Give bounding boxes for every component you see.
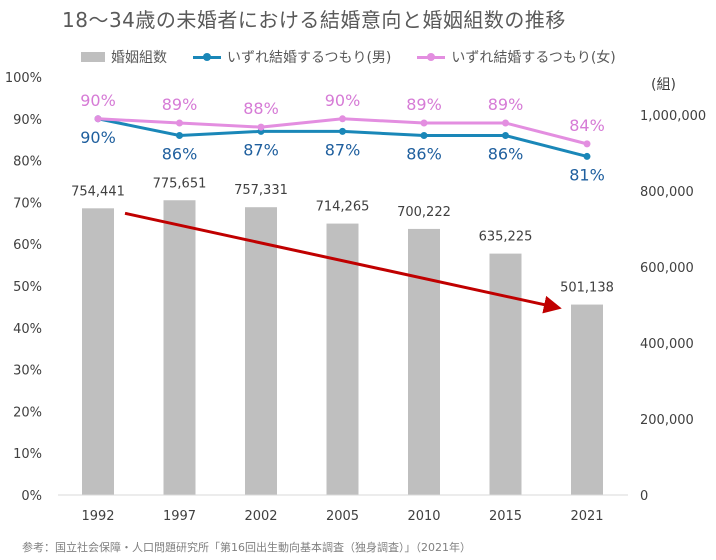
series-point-female xyxy=(420,119,428,127)
source-note: 参考：国立社会保障・人口問題研究所「第16回出生動向基本調査（独身調査）」（20… xyxy=(22,541,471,554)
x-axis-tick-2015: 2015 xyxy=(489,509,522,524)
right-axis-tick: 0 xyxy=(640,489,648,504)
x-axis-tick-2021: 2021 xyxy=(570,509,603,524)
series-label-male: 87% xyxy=(325,140,361,159)
series-label-female: 89% xyxy=(488,95,524,114)
series-point-male xyxy=(420,132,428,140)
right-axis-tick: 800,000 xyxy=(640,185,694,200)
legend-item-male: いずれ結婚するつもり(男) xyxy=(193,47,391,67)
series-point-female xyxy=(502,119,509,127)
series-label-male: 86% xyxy=(488,145,524,164)
x-axis-tick-2010: 2010 xyxy=(407,509,440,524)
left-axis-tick: 30% xyxy=(13,364,42,379)
left-axis-tick: 0% xyxy=(21,489,42,504)
legend-label-bars: 婚姻組数 xyxy=(111,50,167,66)
legend-item-bars: 婚姻組数 xyxy=(81,47,167,67)
x-axis-tick-2002: 2002 xyxy=(244,509,277,524)
left-axis-tick: 90% xyxy=(13,113,42,128)
bar-2021 xyxy=(571,304,603,495)
series-label-male: 81% xyxy=(569,165,605,184)
series-point-female xyxy=(94,115,102,123)
series-label-female: 84% xyxy=(569,116,605,135)
legend: 婚姻組数 いずれ結婚するつもり(男) いずれ結婚するつもり(女) xyxy=(81,45,642,69)
legend-swatch-female xyxy=(417,51,446,63)
series-point-male xyxy=(502,132,509,140)
right-axis-tick: 400,000 xyxy=(640,337,694,352)
bar-2005 xyxy=(326,223,359,496)
bar-label-2010: 700,222 xyxy=(397,205,451,220)
left-axis-tick: 70% xyxy=(13,196,42,211)
x-axis-tick-2005: 2005 xyxy=(326,509,359,524)
series-label-female: 90% xyxy=(80,91,116,110)
series-label-male: 86% xyxy=(406,145,442,164)
bar-label-1997: 775,651 xyxy=(153,176,207,191)
series-label-female: 89% xyxy=(162,95,198,114)
legend-label-female: いずれ結婚するつもり(女) xyxy=(451,50,616,66)
bar-label-1992: 754,441 xyxy=(71,184,125,199)
left-axis-tick: 40% xyxy=(13,322,42,337)
series-point-female xyxy=(176,119,183,127)
bar-label-2002: 757,331 xyxy=(234,183,288,198)
bar-label-2005: 714,265 xyxy=(316,200,370,215)
right-axis-tick: 600,000 xyxy=(640,261,694,276)
series-label-male: 90% xyxy=(80,128,116,147)
series-point-female xyxy=(583,140,591,148)
left-axis-tick: 10% xyxy=(13,447,42,462)
right-axis-tick: 200,000 xyxy=(640,413,694,428)
bar-1997 xyxy=(163,200,196,495)
series-label-male: 86% xyxy=(162,145,198,164)
bar-2015 xyxy=(489,253,522,495)
right-axis-tick: 1,000,000 xyxy=(640,109,706,124)
series-label-female: 90% xyxy=(325,91,361,110)
series-point-female xyxy=(257,123,265,131)
series-label-male: 87% xyxy=(243,140,279,159)
series-label-female: 88% xyxy=(243,99,279,118)
series-label-female: 89% xyxy=(406,95,442,114)
left-axis-tick: 100% xyxy=(5,71,42,86)
legend-item-female: いずれ結婚するつもり(女) xyxy=(417,47,616,67)
bar-label-2021: 501,138 xyxy=(560,281,614,296)
chart-title: 18〜34歳の未婚者における結婚意向と婚姻組数の推移 xyxy=(62,8,566,32)
series-point-male xyxy=(176,132,183,140)
bar-2002 xyxy=(245,207,277,495)
series-point-male xyxy=(339,127,346,135)
series-point-female xyxy=(339,115,346,123)
trend-arrow xyxy=(124,211,562,314)
left-axis-tick: 50% xyxy=(13,280,42,295)
left-axis-tick: 80% xyxy=(13,155,42,170)
x-axis-tick-1992: 1992 xyxy=(81,509,114,524)
left-axis-tick: 60% xyxy=(13,238,42,253)
bar-2010 xyxy=(408,228,440,495)
right-axis-unit: (組) xyxy=(651,77,676,93)
legend-label-male: いずれ結婚するつもり(男) xyxy=(227,50,392,66)
bar-label-2015: 635,225 xyxy=(479,230,533,245)
bar-1992 xyxy=(82,208,114,495)
legend-swatch-male xyxy=(193,51,221,63)
series-point-male xyxy=(583,152,591,160)
x-axis-tick-1997: 1997 xyxy=(163,509,196,524)
legend-swatch-bars xyxy=(81,52,105,62)
left-axis-tick: 20% xyxy=(13,405,42,420)
